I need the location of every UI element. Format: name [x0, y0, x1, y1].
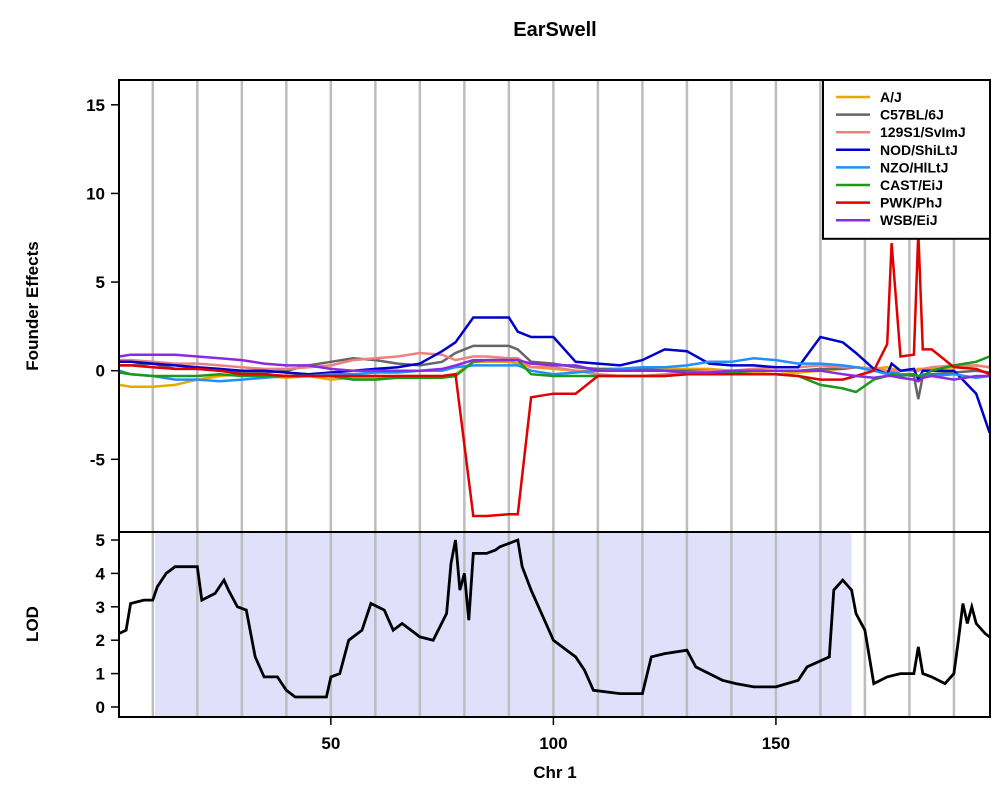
legend-label: NOD/ShiLtJ: [880, 142, 958, 158]
y-axis-title: LOD: [23, 606, 42, 642]
y-tick-label: 15: [86, 96, 105, 115]
legend-box: [822, 79, 991, 240]
interval-band: [155, 532, 852, 717]
legend-label: PWK/PhJ: [880, 195, 942, 211]
legend-label: CAST/EiJ: [880, 177, 943, 193]
y-tick-label: 2: [96, 631, 105, 650]
plot-frame: [118, 531, 991, 718]
x-tick-label: 150: [762, 734, 790, 753]
legend-label: C57BL/6J: [880, 107, 944, 123]
y-tick-label: 3: [96, 598, 105, 617]
y-axis-title: Founder Effects: [23, 241, 42, 370]
y-tick-label: 0: [96, 362, 105, 381]
chart-title: EarSwell: [513, 19, 596, 41]
lod-line: [119, 538, 990, 699]
x-tick-label: 50: [321, 734, 340, 753]
series-line: [119, 316, 990, 434]
x-axis-title: Chr 1: [533, 763, 576, 782]
legend-label: A/J: [880, 89, 902, 105]
y-tick-label: 10: [86, 184, 105, 203]
legend-label: NZO/HlLtJ: [880, 159, 948, 175]
y-tick-label: 1: [96, 665, 105, 684]
y-tick-label: -5: [90, 450, 105, 469]
legend-label: WSB/EiJ: [880, 212, 938, 228]
y-tick-label: 4: [96, 564, 106, 583]
series-line: [119, 232, 990, 518]
x-tick-label: 100: [539, 734, 567, 753]
y-tick-label: 5: [96, 273, 105, 292]
legend-label: 129S1/SvImJ: [880, 124, 966, 140]
series-line: [119, 353, 990, 383]
y-tick-label: 0: [96, 698, 105, 717]
y-tick-label: 5: [96, 531, 105, 550]
